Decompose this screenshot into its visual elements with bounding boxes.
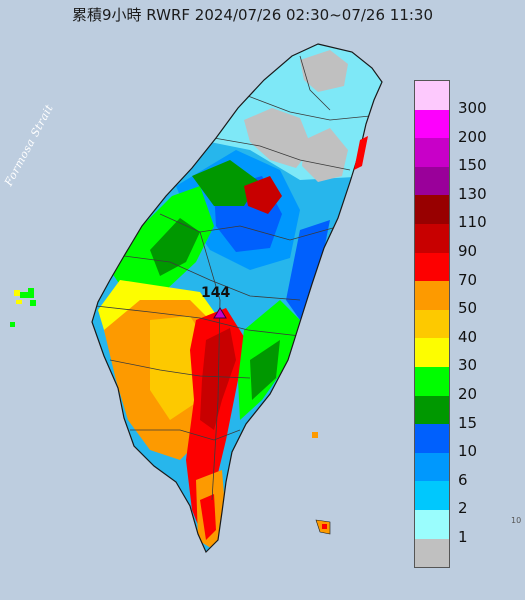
legend-label: 2	[458, 499, 468, 518]
legend-label: 70	[458, 270, 478, 289]
legend-label: 300	[458, 99, 487, 117]
legend-swatch	[415, 366, 449, 396]
legend-swatch	[415, 309, 449, 339]
no-rain-patch	[302, 128, 348, 182]
color-legend	[414, 80, 450, 569]
peak-value-label: 144	[201, 285, 231, 301]
legend-label: 40	[458, 327, 478, 346]
legend-swatch	[415, 195, 449, 224]
no-rain-patch	[244, 108, 312, 168]
peak-marker-icon	[213, 307, 227, 319]
orchid-island	[315, 519, 331, 535]
legend-label: 15	[458, 413, 478, 432]
legend-label: 6	[458, 470, 468, 489]
county-borders	[95, 55, 371, 501]
legend-swatch	[415, 395, 449, 425]
coast-heavy-rain	[354, 136, 368, 170]
legend-label: 50	[458, 299, 478, 318]
legend-label: 20	[458, 384, 478, 403]
legend-labels: 300 200 150 130 110 90 70 50 40 30 20 15 10 6 2 1	[458, 80, 487, 546]
legend-label: 110	[458, 213, 487, 232]
legend-swatch	[415, 509, 449, 539]
green-island	[312, 432, 318, 438]
legend-label: 90	[458, 241, 478, 260]
legend-swatch	[415, 166, 449, 196]
legend-swatch	[415, 424, 449, 453]
legend-label: 10	[458, 442, 478, 461]
legend-label: 1	[458, 527, 468, 546]
legend-swatch	[415, 338, 449, 367]
legend-label: 200	[458, 127, 487, 146]
legend-swatch	[415, 481, 449, 510]
penghu-islands	[10, 288, 36, 327]
legend-swatch	[415, 109, 449, 139]
legend-swatch	[415, 538, 449, 568]
legend-swatch	[415, 81, 449, 110]
legend-swatch	[415, 252, 449, 282]
legend-swatch	[415, 452, 449, 482]
legend-swatch	[415, 281, 449, 310]
legend-label: 150	[458, 156, 487, 175]
legend-label: 130	[458, 184, 487, 203]
legend-swatch	[415, 138, 449, 167]
map-title: 累積9小時 RWRF 2024/07/26 02:30~07/26 11:30	[72, 6, 434, 24]
legend-label: 30	[458, 356, 478, 375]
no-rain-patch	[300, 50, 348, 92]
legend-swatch	[415, 223, 449, 253]
edge-mark: 10	[511, 516, 522, 525]
